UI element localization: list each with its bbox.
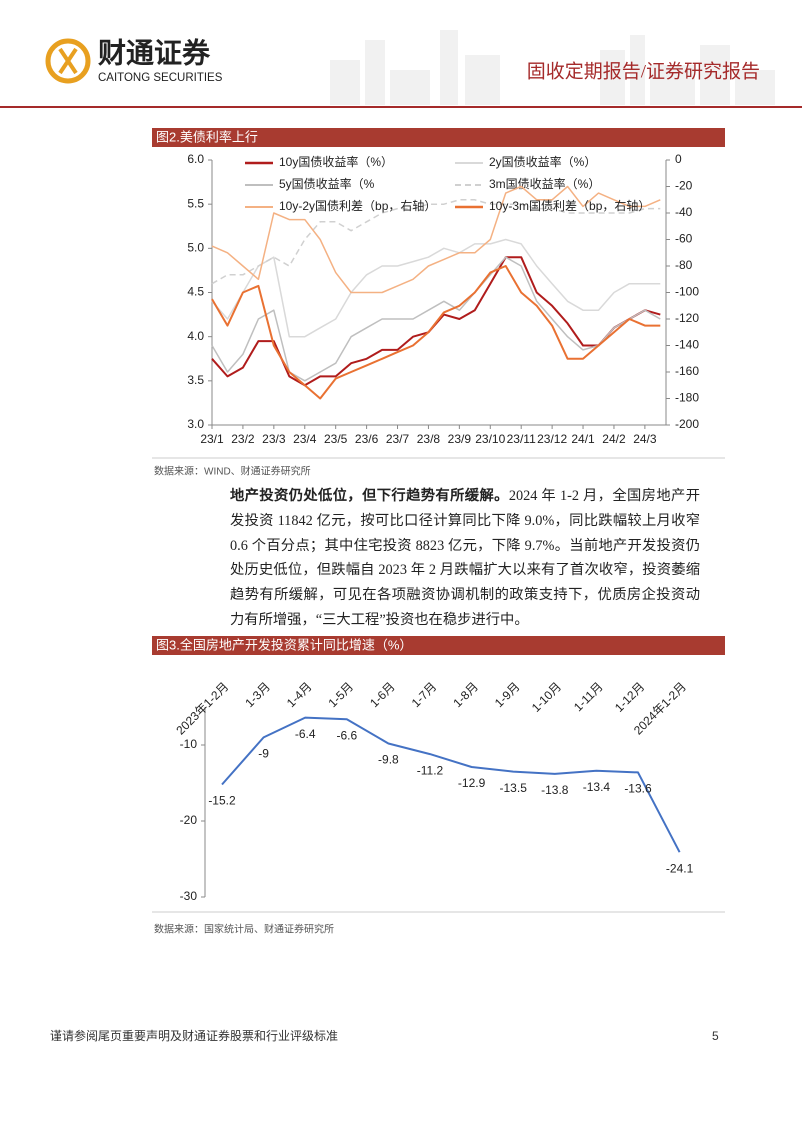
figure-source: 数据来源：国家统计局、财通证券研究所 bbox=[154, 923, 334, 936]
legend-label: 5y国债收益率（% bbox=[279, 176, 375, 191]
x-tick-label: 23/7 bbox=[386, 432, 410, 446]
page-number: 5 bbox=[712, 1029, 719, 1043]
x-tick-label: 23/6 bbox=[355, 432, 379, 446]
y-tick-label: 4.5 bbox=[187, 285, 204, 299]
x-tick-label: 1-5月 bbox=[326, 679, 357, 710]
report-type: 固收定期报告/证券研究报告 bbox=[527, 60, 760, 82]
y2-tick-label: -160 bbox=[675, 364, 699, 378]
y2-tick-label: -40 bbox=[675, 205, 693, 219]
logo bbox=[45, 38, 91, 84]
series-line bbox=[211, 185, 661, 294]
paragraph-lead: 地产投资仍处低位，但下行趋势有所缓解。 bbox=[230, 488, 509, 504]
x-tick-label: 1-6月 bbox=[367, 679, 398, 710]
data-label: -9 bbox=[258, 747, 269, 761]
x-tick-label: 1-4月 bbox=[284, 679, 315, 710]
y-tick-label: 3.0 bbox=[187, 417, 204, 431]
y-tick-label: -10 bbox=[180, 737, 198, 751]
legend-label: 10y-2y国债利差（bp，右轴） bbox=[279, 198, 436, 213]
y2-tick-label: -80 bbox=[675, 258, 693, 272]
figure-title: 图2.美债利率上行 bbox=[156, 129, 258, 144]
legend-label: 10y-3m国债利差（bp，右轴） bbox=[489, 198, 650, 213]
y2-tick-label: 0 bbox=[675, 152, 682, 166]
data-label: -12.9 bbox=[458, 776, 486, 790]
y-tick-label: 4.0 bbox=[187, 329, 204, 343]
legend-label: 3m国债收益率（%） bbox=[489, 176, 600, 191]
x-tick-label: 1-9月 bbox=[492, 679, 523, 710]
x-tick-label: 23/4 bbox=[293, 432, 317, 446]
data-label: -11.2 bbox=[417, 763, 444, 777]
data-label: -13.4 bbox=[583, 780, 611, 794]
x-tick-label: 1-7月 bbox=[409, 679, 440, 710]
skyline bbox=[330, 30, 775, 105]
data-label: -24.1 bbox=[666, 861, 694, 875]
y2-tick-label: -20 bbox=[675, 179, 693, 193]
figure-source: 数据来源：WIND、财通证券研究所 bbox=[154, 465, 311, 478]
x-tick-label: 23/1 bbox=[200, 432, 224, 446]
legend-label: 2y国债收益率（%） bbox=[489, 154, 596, 169]
x-tick-label: 23/12 bbox=[537, 432, 567, 446]
y2-tick-label: -60 bbox=[675, 232, 693, 246]
y-tick-label: 5.5 bbox=[187, 196, 204, 210]
x-tick-label: 24/1 bbox=[571, 432, 595, 446]
series-line bbox=[211, 256, 661, 382]
x-tick-label: 23/3 bbox=[262, 432, 286, 446]
x-tick-label: 23/8 bbox=[417, 432, 441, 446]
y-tick-label: 3.5 bbox=[187, 373, 204, 387]
x-tick-label: 1-11月 bbox=[571, 679, 606, 714]
x-tick-label: 24/3 bbox=[633, 432, 657, 446]
series-line bbox=[211, 265, 661, 400]
y2-tick-label: -100 bbox=[675, 285, 699, 299]
x-tick-label: 23/5 bbox=[324, 432, 348, 446]
y2-tick-label: -200 bbox=[675, 417, 699, 431]
company-en: CAITONG SECURITIES bbox=[98, 72, 223, 84]
footer-disclaimer: 谨请参阅尾页重要声明及财通证券股票和行业评级标准 bbox=[50, 1028, 338, 1043]
data-label: -6.4 bbox=[295, 727, 316, 741]
x-tick-label: 1-12月 bbox=[612, 679, 647, 714]
y2-tick-label: -120 bbox=[675, 311, 699, 325]
data-label: -9.8 bbox=[378, 753, 399, 767]
x-tick-label: 23/11 bbox=[507, 432, 536, 446]
series-line bbox=[221, 716, 681, 853]
company-cn: 财通证券 bbox=[98, 37, 211, 68]
figure-title: 图3.全国房地产开发投资累计同比增速（%） bbox=[156, 637, 412, 652]
x-tick-label: 24/2 bbox=[602, 432, 626, 446]
y-tick-label: 6.0 bbox=[187, 152, 204, 166]
y-tick-label: 5.0 bbox=[187, 241, 204, 255]
x-tick-label: 2023年1-2月 bbox=[173, 679, 231, 737]
x-tick-label: 23/10 bbox=[475, 432, 505, 446]
y2-tick-label: -140 bbox=[675, 338, 699, 352]
x-tick-label: 23/9 bbox=[448, 432, 472, 446]
paragraph-text: 2024 年 1-2 月，全国房地产开发投资 11842 亿元，按可比口径计算同… bbox=[230, 488, 701, 628]
paragraph: 地产投资仍处低位，但下行趋势有所缓解。2024 年 1-2 月，全国房地产开发投… bbox=[230, 484, 700, 633]
legend-label: 10y国债收益率（%） bbox=[279, 154, 393, 169]
figure-title-bar bbox=[152, 636, 725, 655]
figure-title-bar bbox=[152, 128, 725, 147]
series-line bbox=[211, 238, 661, 338]
data-label: -15.2 bbox=[208, 794, 236, 808]
data-label: -13.8 bbox=[541, 783, 569, 797]
y-tick-label: -20 bbox=[180, 813, 198, 827]
y-tick-label: -30 bbox=[180, 889, 198, 903]
y2-tick-label: -180 bbox=[675, 391, 699, 405]
x-tick-label: 1-10月 bbox=[529, 679, 564, 714]
x-tick-label: 23/2 bbox=[231, 432, 255, 446]
x-tick-label: 1-3月 bbox=[242, 679, 273, 710]
series-line bbox=[211, 199, 661, 285]
data-label: -13.6 bbox=[624, 782, 652, 796]
x-tick-label: 1-8月 bbox=[450, 679, 481, 710]
data-label: -6.6 bbox=[336, 728, 357, 742]
data-label: -13.5 bbox=[500, 781, 528, 795]
